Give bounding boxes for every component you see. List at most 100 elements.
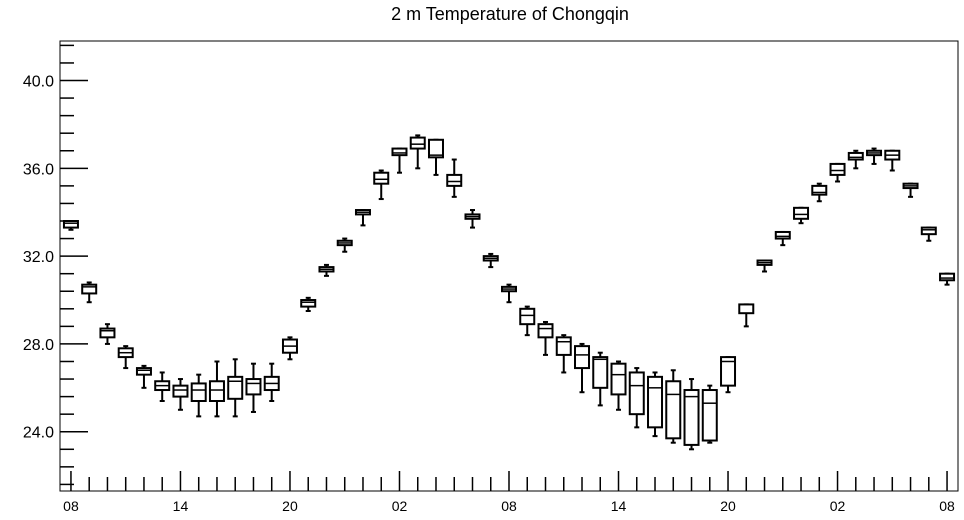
- x-tick-label: 02: [830, 498, 846, 514]
- x-tick-label: 08: [939, 498, 955, 514]
- box-iqr: [574, 345, 591, 370]
- box-iqr: [99, 327, 116, 339]
- box-plot: [427, 138, 444, 176]
- box-iqr: [665, 380, 682, 440]
- x-tick-label: 08: [501, 498, 517, 514]
- box-plot: [647, 371, 664, 438]
- box-iqr: [409, 136, 426, 150]
- box-iqr: [847, 151, 864, 161]
- plot-frame: [59, 40, 959, 492]
- x-tick-label: 20: [720, 498, 736, 514]
- box-iqr: [227, 375, 244, 400]
- box-plot: [81, 281, 98, 304]
- box-plot: [555, 334, 572, 374]
- box-iqr: [628, 371, 645, 416]
- box-plot: [793, 206, 810, 225]
- box-iqr: [245, 378, 262, 396]
- box-plot: [62, 220, 79, 231]
- box-iqr: [537, 323, 554, 339]
- box-plot: [409, 134, 426, 170]
- box-plot: [208, 360, 225, 418]
- box-iqr: [920, 226, 937, 236]
- box-iqr: [427, 138, 444, 159]
- box-plot: [373, 169, 390, 201]
- box-plot: [227, 358, 244, 418]
- box-iqr: [683, 389, 700, 446]
- x-tick-label: 08: [63, 498, 79, 514]
- x-tick-label: 14: [173, 498, 189, 514]
- box-iqr: [81, 283, 98, 295]
- box-iqr: [300, 299, 317, 308]
- box-iqr: [208, 380, 225, 402]
- box-plot: [154, 371, 171, 402]
- y-tick-label: 28.0: [23, 337, 54, 354]
- box-plot: [391, 147, 408, 174]
- box-iqr: [701, 389, 718, 442]
- y-tick-label: 40.0: [23, 74, 54, 91]
- box-plot: [245, 362, 262, 413]
- box-plot: [829, 162, 846, 183]
- box-plot: [300, 296, 317, 312]
- box-plot: [281, 336, 298, 361]
- box-plot: [628, 367, 645, 429]
- box-iqr: [829, 162, 846, 176]
- box-plot: [884, 149, 901, 172]
- x-tick-label: 20: [282, 498, 298, 514]
- box-plot: [902, 182, 919, 198]
- box-iqr: [446, 173, 463, 187]
- box-plot: [519, 305, 536, 337]
- box-iqr: [592, 356, 609, 389]
- box-iqr: [555, 336, 572, 356]
- y-tick-label: 36.0: [23, 161, 54, 178]
- box-plot: [574, 342, 591, 394]
- box-plot: [774, 230, 791, 247]
- box-plot: [446, 158, 463, 198]
- box-plot: [738, 303, 755, 328]
- box-plot: [701, 384, 718, 444]
- box-plot: [920, 226, 937, 242]
- box-plot: [318, 263, 335, 277]
- box-iqr: [811, 184, 828, 196]
- box-plot: [592, 351, 609, 407]
- box-plot: [756, 259, 773, 273]
- x-tick-label: 14: [611, 498, 627, 514]
- box-iqr: [391, 147, 408, 157]
- box-iqr: [373, 171, 390, 185]
- box-iqr: [519, 307, 536, 326]
- box-plot: [811, 182, 828, 203]
- box-plot: [117, 345, 134, 370]
- box-plot: [537, 320, 554, 356]
- box-iqr: [172, 384, 189, 398]
- box-plot: [720, 356, 737, 394]
- box-iqr: [738, 303, 755, 315]
- box-plot: [135, 364, 152, 389]
- box-iqr: [939, 272, 956, 282]
- box-iqr: [135, 367, 152, 376]
- box-plot: [939, 272, 956, 286]
- y-tick-label: 32.0: [23, 249, 54, 266]
- box-plot: [336, 237, 353, 253]
- box-iqr: [774, 230, 791, 240]
- box-iqr: [190, 382, 207, 403]
- box-plot: [99, 323, 116, 345]
- box-plot: [190, 373, 207, 418]
- x-axis: 08 14 20 02 08 14 20 02 08: [63, 471, 955, 514]
- box-iqr: [62, 220, 79, 229]
- box-plot: [683, 378, 700, 451]
- box-plot: [354, 209, 371, 227]
- box-plot: [847, 149, 864, 170]
- box-plot: [172, 378, 189, 411]
- x-tick-label: 02: [392, 498, 408, 514]
- box-series: [62, 134, 956, 451]
- y-axis: 24.0 28.0 32.0 36.0 40.0: [23, 44, 88, 486]
- chart-title: 2 m Temperature of Chongqin: [391, 4, 629, 24]
- box-iqr: [793, 206, 810, 220]
- box-plot: [866, 147, 883, 165]
- box-plot: [501, 283, 517, 304]
- box-iqr: [610, 362, 627, 396]
- box-plot: [263, 362, 280, 402]
- y-tick-label: 24.0: [23, 425, 54, 442]
- box-plot: [610, 360, 627, 411]
- box-plot: [665, 369, 682, 444]
